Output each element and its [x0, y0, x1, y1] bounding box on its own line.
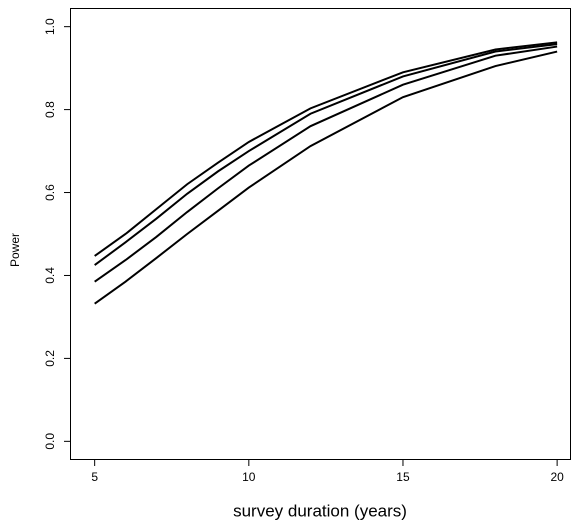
x-tick-label: 20 [550, 470, 564, 484]
y-tick-label: 1.0 [43, 18, 57, 35]
series-line [94, 45, 558, 283]
x-tick-label: 5 [91, 470, 98, 484]
x-axis-label: survey duration (years) [233, 501, 407, 520]
x-tick-label: 15 [396, 470, 410, 484]
series-line [94, 41, 558, 257]
y-tick-label: 0.2 [43, 350, 57, 367]
y-tick-label: 0.0 [43, 433, 57, 450]
y-tick-label: 0.4 [43, 267, 57, 284]
plot-box [70, 8, 571, 460]
y-tick-label: 0.8 [43, 101, 57, 118]
y-tick-label: 0.6 [43, 184, 57, 201]
series-line [94, 43, 558, 266]
x-tick-label: 10 [242, 470, 256, 484]
y-axis-label: Power [8, 233, 22, 267]
series-line [94, 50, 558, 305]
